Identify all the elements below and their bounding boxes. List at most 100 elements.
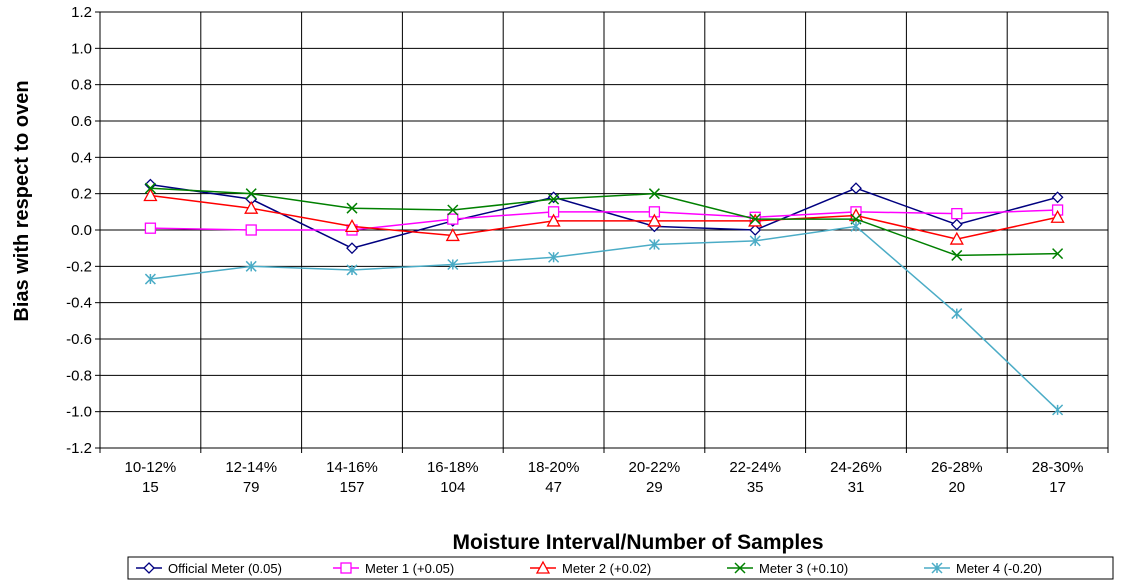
series-line	[150, 194, 1058, 240]
series-line	[150, 187, 1058, 257]
y-tick-label: 1.0	[71, 40, 92, 57]
y-tick-label: 0.4	[71, 149, 92, 166]
data-point-marker	[447, 213, 459, 225]
data-point-marker	[648, 188, 660, 200]
data-point-marker	[548, 251, 560, 263]
data-point-marker	[951, 207, 963, 220]
x-tick-interval: 26-28%	[931, 459, 983, 476]
legend-marker	[734, 562, 746, 574]
data-point-marker	[346, 242, 358, 255]
legend-label: Meter 3 (+0.10)	[759, 561, 848, 576]
data-point-marker	[951, 308, 963, 320]
x-tick-samples: 20	[948, 479, 965, 496]
data-point-marker	[144, 273, 156, 285]
legend-box	[127, 556, 1114, 580]
legend-label: Official Meter (0.05)	[168, 561, 282, 576]
legend-label: Meter 2 (+0.02)	[562, 561, 651, 576]
data-point-marker	[850, 220, 862, 232]
data-point-marker	[749, 213, 761, 225]
legend-marker	[143, 562, 155, 574]
y-tick-label: 0.6	[71, 113, 92, 130]
y-axis-ticks: 1.2 1.0 0.8 0.6 0.4 0.2 0.0 -0.2 -0.4 -0.6 -0.8 -1.…	[66, 4, 92, 457]
y-tick-label: 0.0	[71, 222, 92, 239]
y-tick-label: 0.8	[71, 77, 92, 94]
x-tick-interval: 22-24%	[729, 459, 781, 476]
series-line	[150, 225, 1059, 411]
data-point-marker	[144, 182, 156, 194]
data-point-marker	[344, 219, 360, 233]
x-tick-samples: 29	[646, 479, 663, 496]
data-point-marker	[1052, 404, 1064, 416]
legend-item: Meter 1 (+0.05)	[333, 561, 454, 576]
y-tick-label: 1.2	[71, 4, 92, 21]
x-tick-interval: 20-22%	[629, 459, 681, 476]
x-tick-interval: 12-14%	[225, 459, 277, 476]
y-axis-label: Bias with respect to oven	[11, 80, 33, 321]
data-point-marker	[1050, 209, 1065, 223]
data-point-marker	[850, 182, 862, 195]
y-tick-label: -0.2	[66, 258, 92, 275]
legend: Official Meter (0.05) Meter 1 (+0.05) Mete…	[127, 556, 1114, 580]
y-tick-label: -0.4	[66, 295, 92, 312]
x-tick-interval: 16-18%	[427, 459, 479, 476]
x-tick-interval: 24-26%	[830, 459, 882, 476]
series-line	[150, 209, 1058, 231]
data-point-marker	[1052, 248, 1064, 260]
data-point-marker	[548, 193, 560, 205]
legend-item: Meter 3 (+0.10)	[727, 561, 848, 576]
data-point-marker	[143, 188, 158, 202]
x-tick-samples: 157	[339, 479, 364, 496]
x-tick-samples: 15	[142, 479, 159, 496]
data-point-marker	[950, 218, 963, 231]
data-point-marker	[748, 213, 763, 227]
data-point-marker	[447, 204, 459, 216]
y-tick-label: 0.2	[71, 186, 92, 203]
data-point-marker	[447, 258, 459, 271]
y-tick-label: -1.0	[66, 404, 92, 421]
legend-item: Meter 4 (-0.20)	[924, 561, 1042, 576]
data-point-marker	[749, 235, 761, 247]
series-5	[144, 220, 1064, 416]
x-tick-samples: 17	[1049, 479, 1066, 496]
data-point-marker	[949, 231, 964, 245]
series-3	[143, 188, 1065, 245]
legend-item: Official Meter (0.05)	[136, 561, 282, 576]
data-point-marker	[346, 264, 358, 276]
data-point-marker	[648, 239, 660, 251]
series-group	[143, 178, 1065, 416]
legend-marker	[931, 562, 943, 574]
data-point-marker	[245, 224, 257, 236]
y-tick-label: -0.6	[66, 331, 92, 348]
data-point-marker	[546, 213, 561, 227]
x-tick-samples: 35	[747, 479, 764, 496]
data-point-marker	[144, 222, 157, 234]
data-point-marker	[848, 208, 864, 222]
x-tick-samples: 47	[545, 479, 562, 496]
series-4	[144, 182, 1064, 261]
x-axis-label: Moisture Interval/Number of Samples	[452, 531, 823, 554]
data-point-marker	[245, 260, 257, 272]
y-tick-label: -1.2	[66, 440, 92, 457]
x-tick-samples: 104	[440, 479, 465, 496]
x-tick-interval: 14-16%	[326, 459, 378, 476]
data-point-marker	[1051, 191, 1064, 204]
x-tick-interval: 10-12%	[125, 459, 177, 476]
x-axis-ticks: 10-12% 15 12-14% 79 14-16% 157 16-18% 104 18-20%…	[125, 459, 1084, 496]
x-tick-interval: 28-30%	[1032, 459, 1084, 476]
legend-label: Meter 4 (-0.20)	[956, 561, 1042, 576]
legend-label: Meter 1 (+0.05)	[365, 561, 454, 576]
data-point-marker	[749, 224, 762, 236]
legend-item: Meter 2 (+0.02)	[530, 560, 651, 576]
x-tick-samples: 31	[848, 479, 865, 496]
legend-marker	[340, 562, 352, 574]
x-tick-samples: 79	[243, 479, 260, 496]
data-point-marker	[346, 202, 358, 214]
data-point-marker	[951, 249, 963, 261]
data-point-marker	[445, 228, 460, 242]
y-tick-label: -0.8	[66, 367, 92, 384]
x-tick-interval: 18-20%	[528, 459, 580, 476]
data-point-marker	[244, 200, 259, 214]
data-point-marker	[647, 213, 662, 227]
legend-marker	[535, 560, 551, 574]
